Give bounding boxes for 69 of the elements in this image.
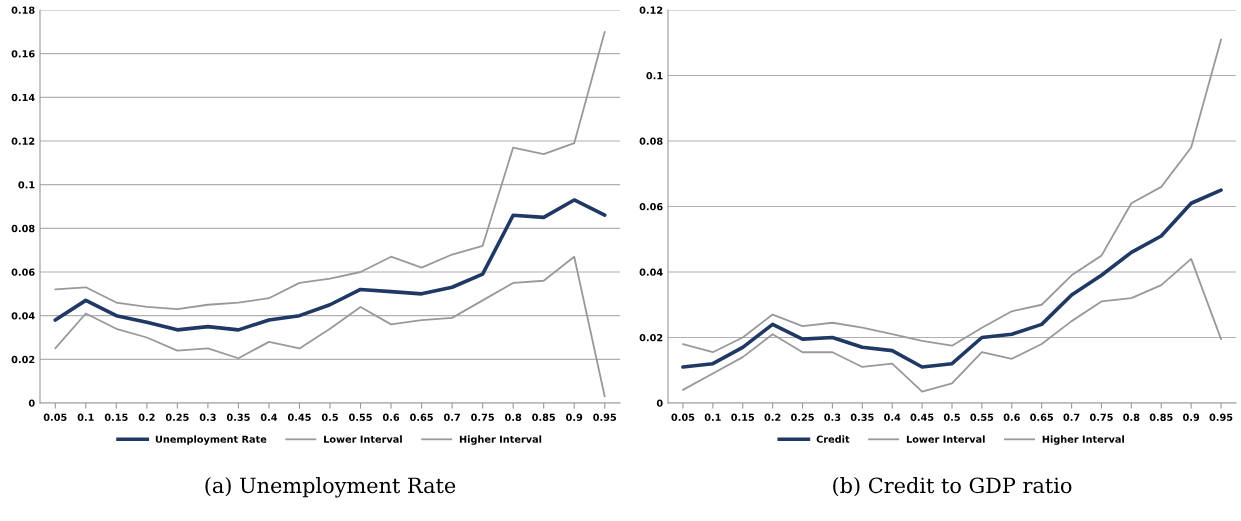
y-tick-label: 0.04 xyxy=(11,312,35,320)
x-tick-label: 0.8 xyxy=(1123,413,1140,421)
y-tick-label: 0.02 xyxy=(639,333,663,342)
legend-label: Higher Interval xyxy=(1042,435,1124,445)
x-tick-label: 0.75 xyxy=(471,413,494,421)
text: (b) Credit to GDP ratio xyxy=(833,477,1072,497)
x-tick-label: 0.05 xyxy=(671,413,695,421)
line-series xyxy=(682,38,1222,354)
line-series xyxy=(681,188,1223,369)
x-tick-label: 0.95 xyxy=(1209,413,1233,421)
legend-label: Credit xyxy=(816,435,850,443)
x-tick-label: 0.4 xyxy=(884,413,901,421)
x-tick-label: 0.7 xyxy=(443,413,460,421)
x-tick-label: 0.35 xyxy=(226,413,250,421)
x-tick-label: 0.5 xyxy=(943,413,960,421)
x-tick-label: 0.65 xyxy=(410,413,433,421)
y-tick-label: 0 xyxy=(28,399,35,407)
x-tick-label: 0.3 xyxy=(824,413,841,421)
x-tick-label: 0.45 xyxy=(287,413,311,421)
y-tick-label: 0.12 xyxy=(11,137,35,145)
x-tick-label: 0.6 xyxy=(1003,413,1020,421)
line-series xyxy=(54,30,606,311)
x-tick-label: 0.6 xyxy=(382,413,400,421)
y-tick-label: 0.06 xyxy=(11,268,35,276)
y-tick-label: 0.1 xyxy=(646,71,663,80)
legend-label: Higher Interval xyxy=(459,435,542,445)
y-tick-label: 0.14 xyxy=(11,93,35,102)
y-tick-label: 0.16 xyxy=(11,50,35,58)
y-tick-label: 0.02 xyxy=(11,355,35,364)
line-series xyxy=(54,255,606,398)
y-tick-label: 0.04 xyxy=(639,268,663,276)
x-tick-label: 0.25 xyxy=(791,413,814,421)
x-tick-label: 0.85 xyxy=(532,413,555,421)
x-tick-label: 0.2 xyxy=(764,413,781,421)
x-tick-label: 0.15 xyxy=(104,413,128,421)
x-tick-label: 0.8 xyxy=(505,413,522,421)
x-tick-label: 0.75 xyxy=(1089,413,1113,421)
x-tick-label: 0.4 xyxy=(260,413,278,421)
x-tick-label: 0.5 xyxy=(321,413,338,421)
x-tick-label: 0.1 xyxy=(77,413,94,421)
line-series xyxy=(53,198,607,332)
y-tick-label: 0.18 xyxy=(11,6,35,14)
x-tick-label: 0.25 xyxy=(165,413,189,421)
x-tick-label: 0.55 xyxy=(349,413,372,421)
y-tick-label: 0.08 xyxy=(639,137,663,145)
x-tick-label: 0.1 xyxy=(704,413,721,421)
x-tick-label: 0.45 xyxy=(910,413,934,421)
x-tick-label: 0.55 xyxy=(970,413,994,421)
line-series xyxy=(682,257,1222,393)
legend-label: Lower Interval xyxy=(906,435,985,443)
x-tick-label: 0.05 xyxy=(43,413,67,421)
x-tick-label: 0.7 xyxy=(1063,413,1080,421)
legend-label: Unemployment Rate xyxy=(155,435,267,445)
x-tick-label: 0.3 xyxy=(199,413,216,421)
x-tick-label: 0.9 xyxy=(566,413,583,421)
x-tick-label: 0.65 xyxy=(1030,413,1053,421)
y-tick-label: 0.1 xyxy=(18,181,35,189)
x-tick-label: 0.9 xyxy=(1183,413,1200,421)
x-tick-label: 0.15 xyxy=(731,413,755,421)
x-tick-label: 0.85 xyxy=(1149,413,1173,421)
y-tick-label: 0 xyxy=(656,399,663,407)
y-tick-label: 0.12 xyxy=(639,6,663,14)
x-tick-label: 0.2 xyxy=(138,413,155,421)
x-tick-label: 0.35 xyxy=(850,413,874,421)
x-tick-label: 0.95 xyxy=(593,413,617,421)
text: (a) Unemployment Rate xyxy=(205,477,456,498)
y-tick-label: 0.06 xyxy=(639,202,663,211)
legend-label: Lower Interval xyxy=(324,435,402,443)
y-tick-label: 0.08 xyxy=(11,224,35,233)
